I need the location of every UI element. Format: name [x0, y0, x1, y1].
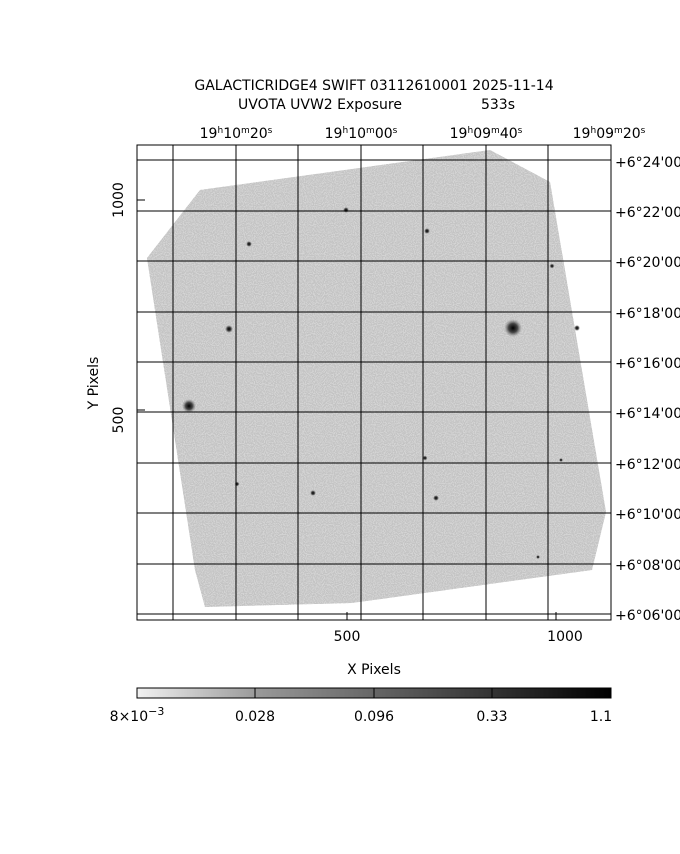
ra-label: 19h10m20s: [200, 126, 273, 142]
ra-label: 19h09m20s: [573, 126, 646, 142]
y-tick-label: 1000: [111, 182, 127, 218]
dec-label: +6°20'00: [615, 255, 680, 271]
dec-label: +6°18'00: [615, 306, 680, 322]
colorbar-label: 0.33: [476, 709, 507, 725]
dec-label: +6°24'00: [615, 155, 680, 171]
y-axis-title: Y Pixels: [86, 357, 102, 411]
image: [147, 150, 606, 607]
ra-label: 19h10m00s: [325, 126, 398, 142]
x-tick-label: 500: [334, 629, 361, 645]
noise: [147, 150, 606, 607]
y-tick-label: 500: [111, 407, 127, 434]
exposure: 533s: [481, 97, 515, 113]
x-tick-label: 1000: [547, 629, 583, 645]
colorbar-label: 0.028: [235, 709, 275, 725]
base: 8×10: [110, 709, 148, 725]
title: GALACTICRIDGE4 SWIFT 03112610001 2025-11…: [194, 78, 553, 94]
subtitle: UVOTA UVW2 Exposure: [238, 97, 402, 113]
dec-label: +6°16'00: [615, 356, 680, 372]
dec-label: +6°10'00: [615, 507, 680, 523]
grid: [136, 144, 612, 621]
dec-label: +6°08'00: [615, 558, 680, 574]
dec-label: +6°12'00: [615, 457, 680, 473]
dec-label: +6°06'00: [615, 608, 680, 624]
colorbar-label: 0.096: [354, 709, 394, 725]
dec-label: +6°14'00: [615, 406, 680, 422]
x-axis-title: X Pixels: [347, 662, 401, 678]
colorbar-label: 1.1: [590, 709, 612, 725]
colorbar-label: 8×10−3: [110, 705, 165, 725]
exponent: −3: [148, 705, 164, 718]
dec-label: +6°22'00: [615, 205, 680, 221]
ra-label: 19h09m40s: [450, 126, 523, 142]
